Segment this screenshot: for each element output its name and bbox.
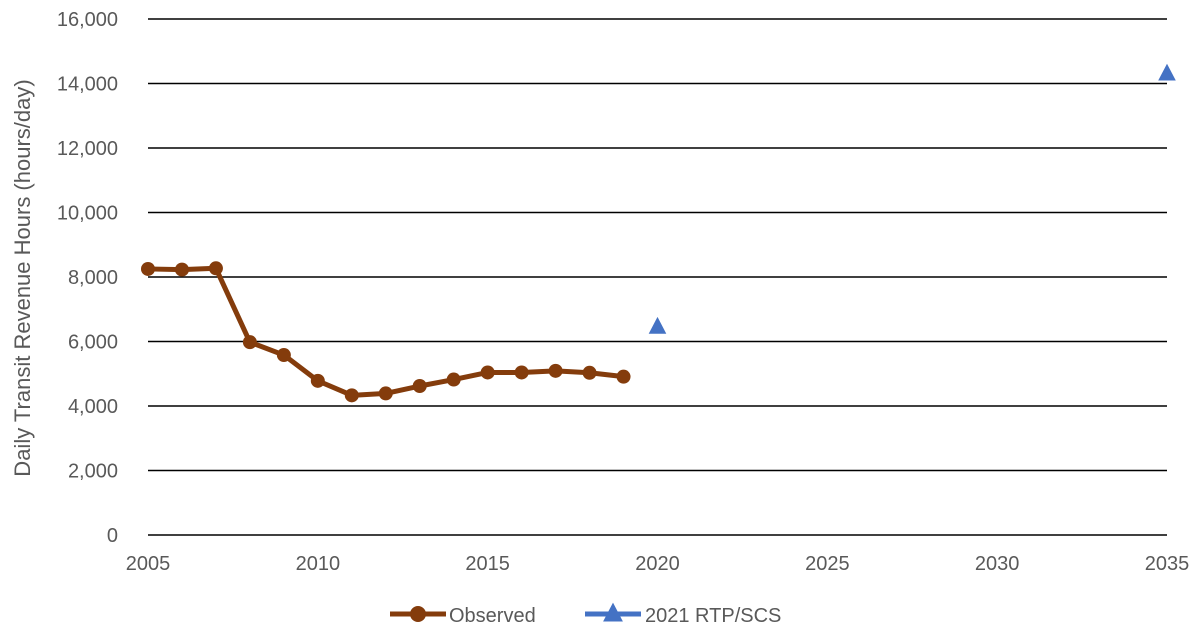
data-point bbox=[174, 262, 189, 277]
data-point bbox=[514, 365, 529, 380]
data-point bbox=[344, 388, 359, 403]
series-0 bbox=[141, 261, 631, 403]
y-tick-label: 2,000 bbox=[68, 461, 118, 483]
y-tick-label: 14,000 bbox=[57, 74, 118, 96]
x-tick-label: 2005 bbox=[126, 553, 171, 575]
legend-item-0: Observed bbox=[390, 605, 536, 627]
data-point bbox=[141, 261, 155, 276]
y-tick-label: 8,000 bbox=[68, 267, 118, 289]
x-axis-ticks: 2005 2010 2015 2020 2025 2030 2035 bbox=[126, 553, 1190, 575]
x-tick-label: 2035 bbox=[1145, 553, 1190, 575]
data-point bbox=[412, 379, 427, 394]
data-point bbox=[548, 363, 563, 378]
y-axis-ticks: 0 2,000 4,000 6,000 8,000 10,000 12,000 14,000 1… bbox=[57, 9, 118, 547]
data-point bbox=[616, 369, 631, 384]
data-point bbox=[1158, 63, 1176, 81]
y-tick-label: 12,000 bbox=[57, 138, 118, 160]
x-tick-label: 2010 bbox=[296, 553, 341, 575]
y-tick-label: 0 bbox=[107, 525, 118, 547]
x-tick-label: 2020 bbox=[635, 553, 680, 575]
legend-label: Observed bbox=[449, 605, 536, 627]
x-tick-label: 2030 bbox=[975, 553, 1020, 575]
data-point bbox=[446, 372, 461, 387]
series-1 bbox=[648, 63, 1176, 334]
data-point bbox=[582, 365, 597, 380]
y-tick-label: 16,000 bbox=[57, 9, 118, 31]
legend-item-1: 2021 RTP/SCS bbox=[585, 602, 781, 627]
gridlines bbox=[148, 18, 1167, 536]
data-point bbox=[410, 606, 426, 622]
series-group bbox=[141, 63, 1176, 403]
data-point bbox=[603, 602, 623, 622]
x-tick-label: 2015 bbox=[465, 553, 510, 575]
legend-label: 2021 RTP/SCS bbox=[645, 605, 781, 627]
data-point bbox=[310, 373, 325, 388]
y-tick-label: 4,000 bbox=[68, 396, 118, 418]
data-point bbox=[648, 316, 667, 334]
data-point bbox=[208, 261, 223, 276]
data-point bbox=[480, 365, 495, 380]
y-tick-label: 6,000 bbox=[68, 332, 118, 354]
y-tick-label: 10,000 bbox=[57, 203, 118, 225]
data-point bbox=[276, 348, 291, 363]
x-tick-label: 2025 bbox=[805, 553, 850, 575]
data-point bbox=[242, 335, 257, 350]
y-axis-title: Daily Transit Revenue Hours (hours/day) bbox=[10, 79, 35, 476]
data-point bbox=[378, 386, 393, 401]
legend: Observed 2021 RTP/SCS bbox=[390, 602, 781, 627]
